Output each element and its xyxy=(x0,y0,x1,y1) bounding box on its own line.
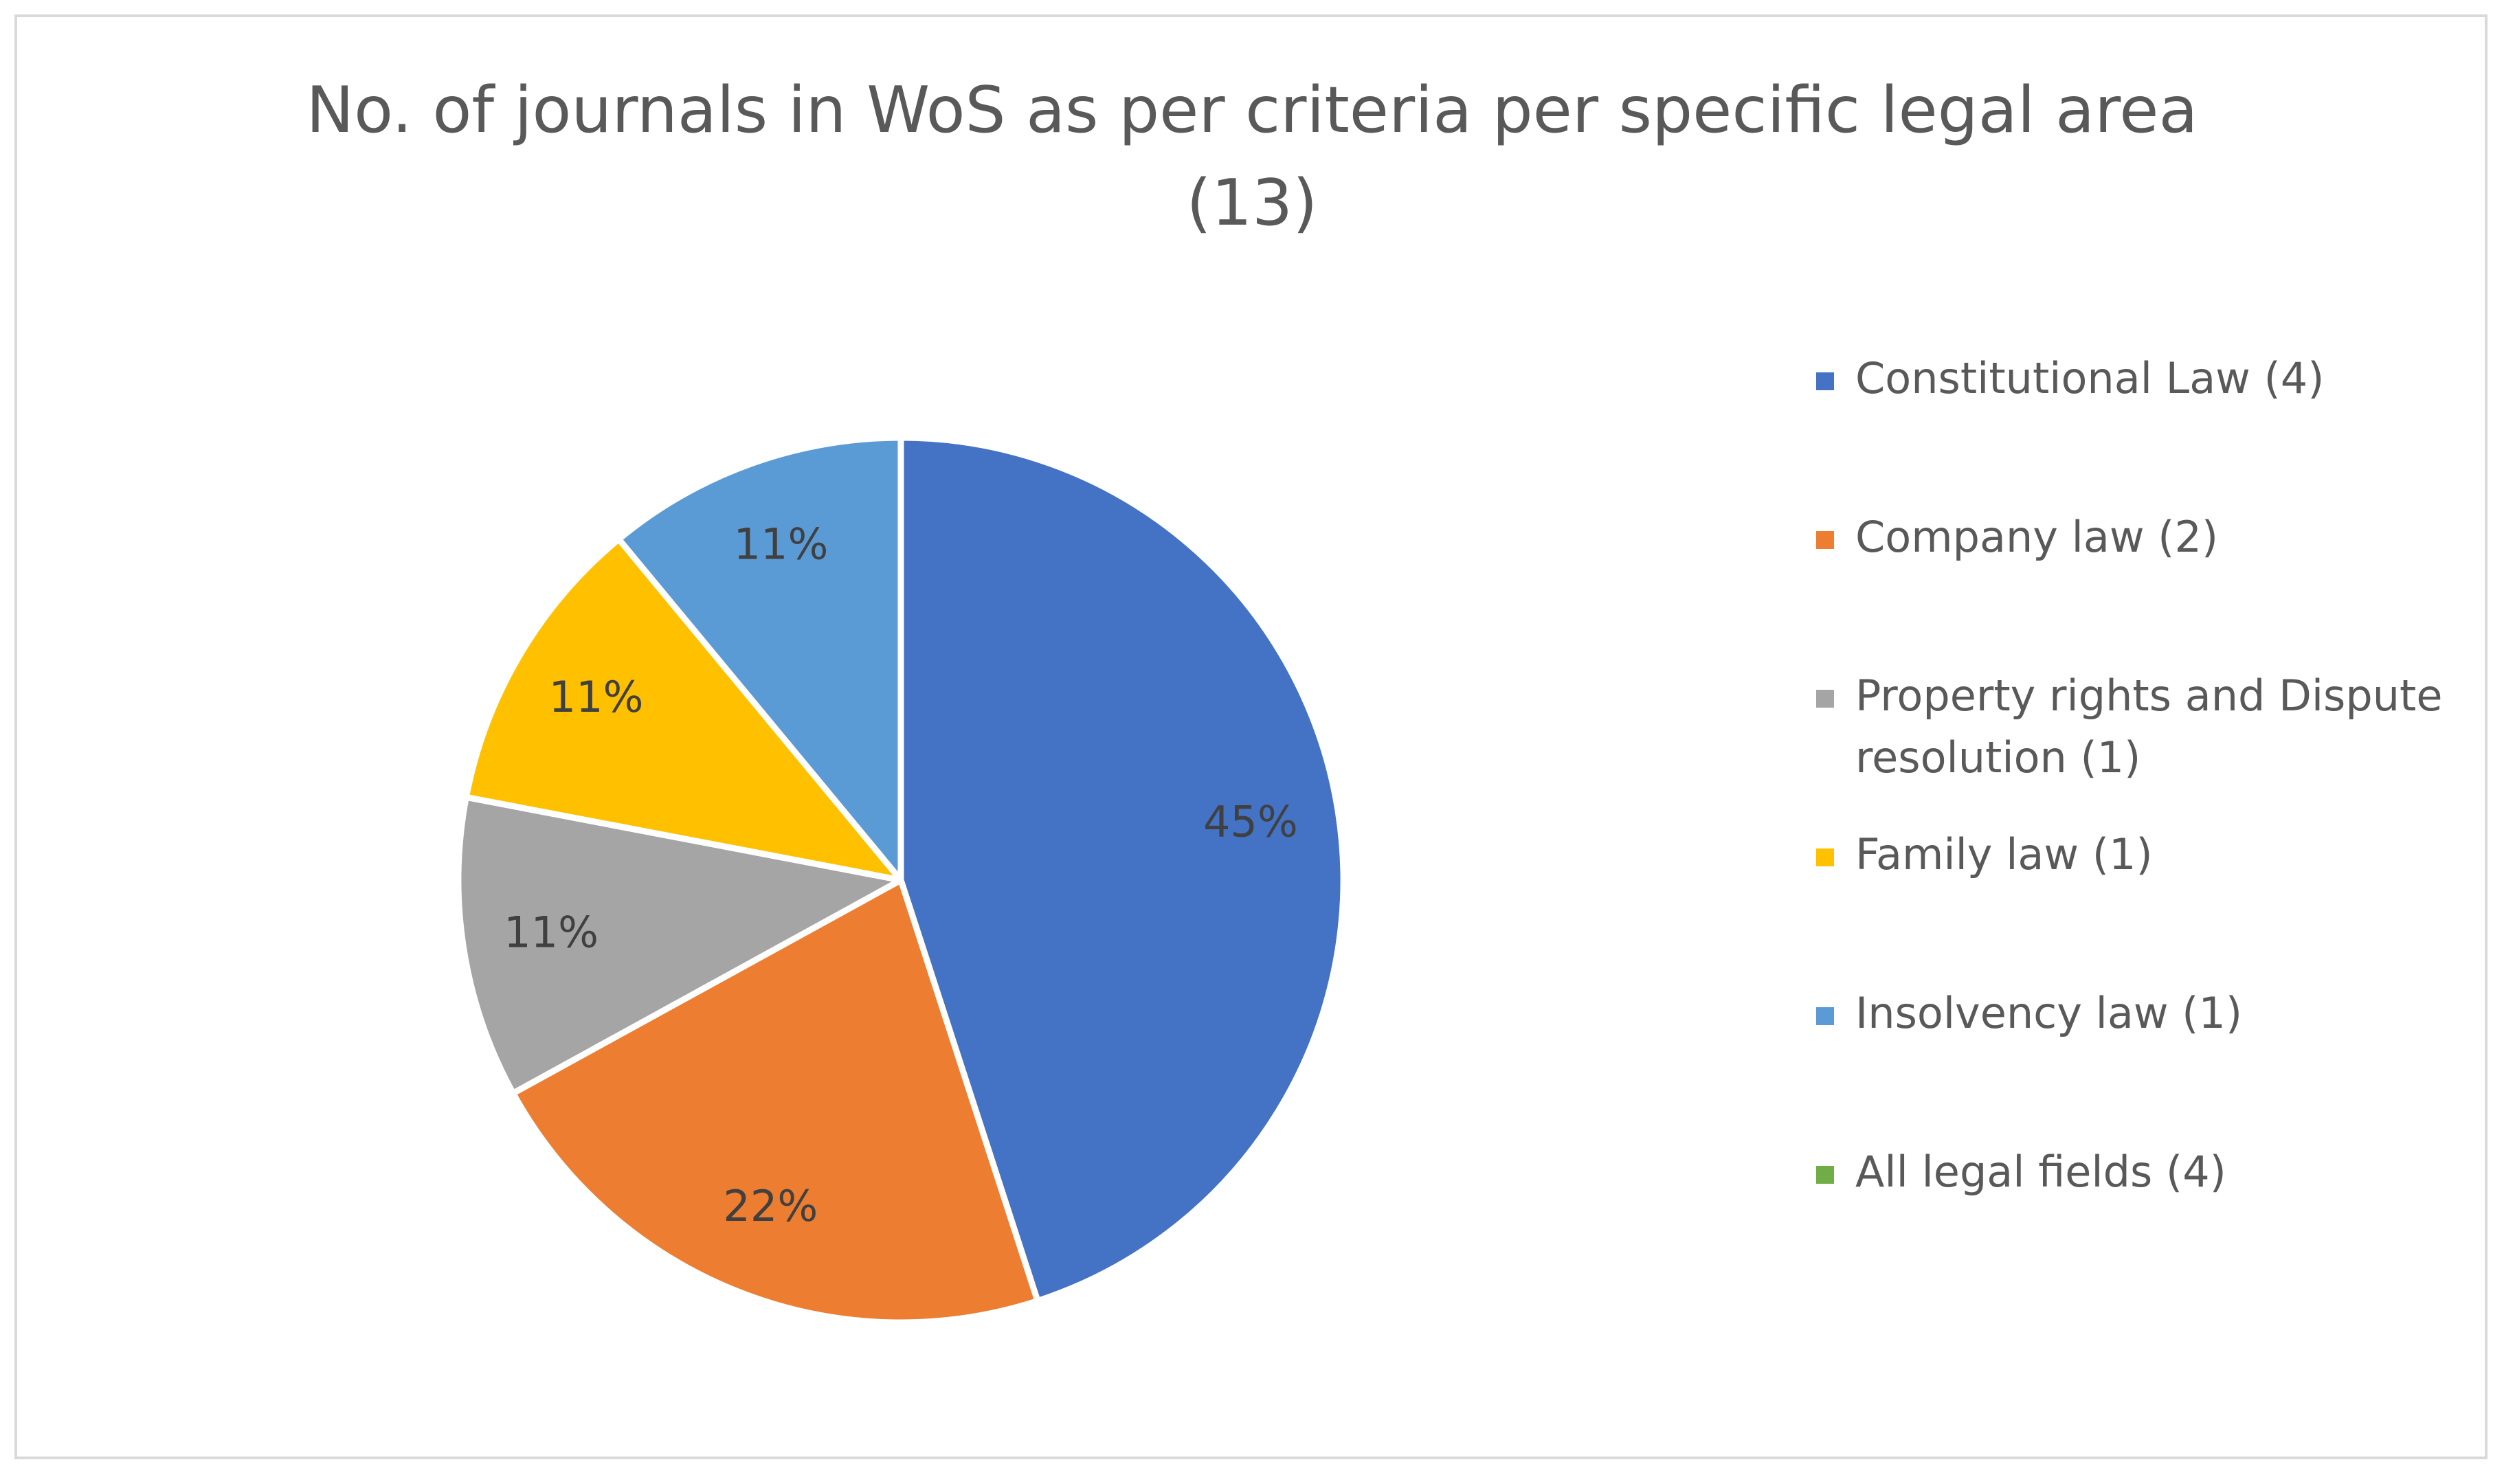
legend-label: Family law (1) xyxy=(1855,829,2153,879)
legend-label: Property rights and Dispute resolution (1… xyxy=(1855,671,2442,783)
legend-label: Constitutional Law (4) xyxy=(1855,353,2324,403)
data-label: 22% xyxy=(723,1181,818,1231)
legend-label: Insolvency law (1) xyxy=(1855,988,2242,1038)
data-label: 45% xyxy=(1203,796,1298,846)
pie-slice xyxy=(462,536,904,884)
legend-swatch xyxy=(1816,848,1834,866)
chart-title: No. of journals in WoS as per criteria p… xyxy=(306,73,2198,240)
legend-swatch xyxy=(1816,531,1834,549)
pie-slice xyxy=(615,434,904,884)
legend-swatch xyxy=(1816,690,1834,708)
data-label: 11% xyxy=(734,519,829,569)
data-label: 11% xyxy=(549,672,644,722)
legend-swatch xyxy=(1816,1166,1834,1184)
data-label: 11% xyxy=(504,908,599,958)
pie-slice xyxy=(455,794,904,1097)
legend-label: Company law (2) xyxy=(1855,512,2218,562)
legend-swatch xyxy=(1816,1007,1834,1025)
pie-slice xyxy=(897,434,1347,1304)
legend-label: All legal fields (4) xyxy=(1855,1147,2226,1197)
pie-slice xyxy=(510,877,1041,1326)
legend-swatch xyxy=(1816,372,1834,390)
